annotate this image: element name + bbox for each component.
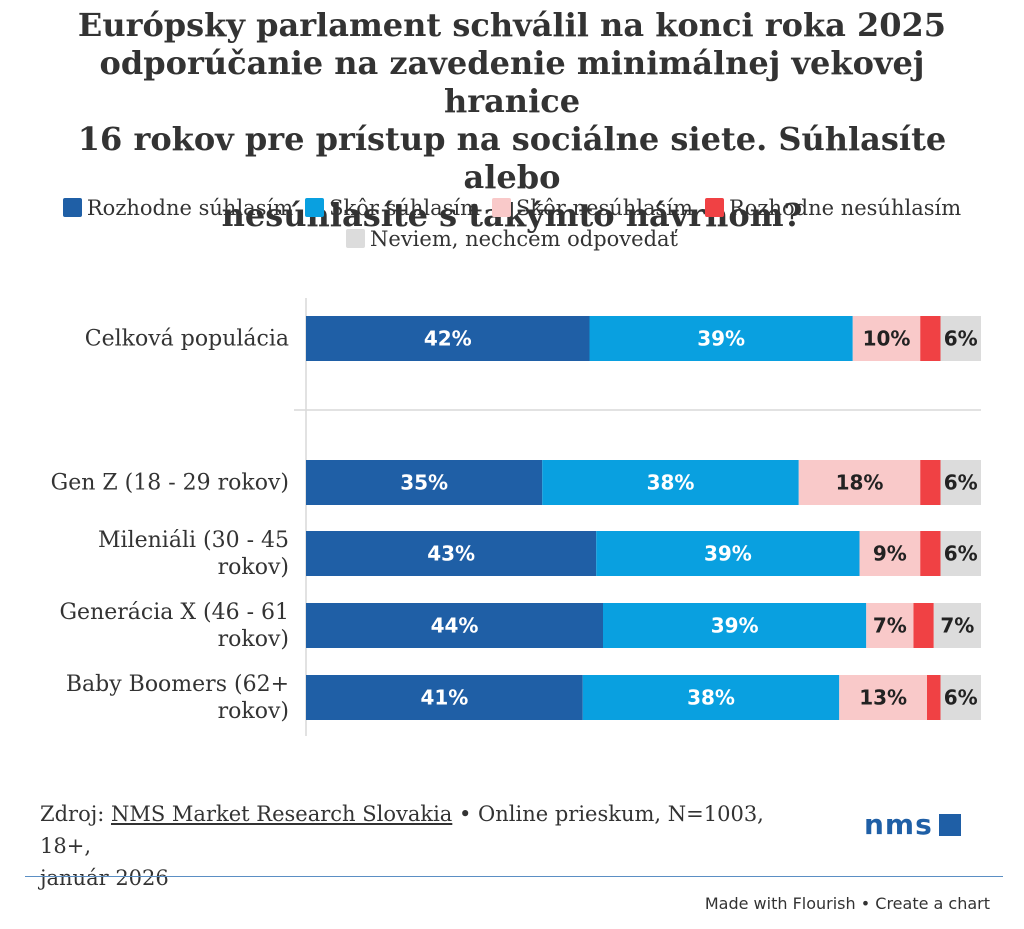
bar-segment: [839, 675, 927, 720]
bar-value-label: 6%: [944, 686, 978, 710]
legend-swatch: [346, 229, 366, 248]
legend-swatch: [62, 198, 82, 217]
bar-value-label: 43%: [427, 542, 475, 566]
legend-label: Skôr súhlasím: [329, 196, 481, 220]
flourish-footer: Made with Flourish • Create a chart: [705, 894, 990, 913]
legend-item[interactable]: Skôr súhlasím: [305, 193, 480, 224]
bar-segment: [940, 675, 981, 720]
legend-swatch: [305, 198, 325, 217]
bar-segment: [933, 603, 981, 648]
bar-value-label: 35%: [400, 471, 448, 495]
bar-value-label: 42%: [424, 327, 472, 351]
bar-segment: [306, 460, 543, 505]
bar-value-label: 18%: [836, 471, 884, 495]
bar-value-label: 9%: [873, 542, 907, 566]
category-label: Generácia X (46 - 61 rokov): [59, 600, 289, 652]
bar-segment: [940, 316, 981, 361]
bar-value-label: 6%: [944, 471, 978, 495]
made-with-flourish-link[interactable]: Made with Flourish: [704, 894, 856, 913]
nms-logo: nms: [864, 810, 961, 840]
bar-segment: [582, 675, 840, 720]
bar-segment: [920, 316, 941, 361]
bar-segment: [306, 316, 590, 361]
bar-value-label: 13%: [859, 686, 907, 710]
source-note: Zdroj: NMS Market Research Slovakia • On…: [40, 798, 810, 894]
chart-title-line: odporúčanie na zavedenie minimálnej veko…: [99, 44, 925, 120]
bar-value-label: 39%: [711, 614, 759, 638]
chart-legend: Rozhodne súhlasím Skôr súhlasím Skôr nesúh…: [20, 193, 1004, 255]
category-label: Gen Z (18 - 29 rokov): [51, 471, 289, 496]
bar-segment: [603, 603, 867, 648]
legend-item[interactable]: Neviem, nechcem odpovedať: [346, 224, 678, 255]
bar-segment: [940, 531, 981, 576]
bar-value-label: 44%: [431, 614, 479, 638]
category-label: Mileniáli (30 - 45 rokov): [98, 528, 289, 580]
legend-label: Skôr nesúhlasím: [516, 196, 693, 220]
bar-segment: [913, 603, 934, 648]
bar-segment: [927, 675, 941, 720]
nms-logo-square-icon: [938, 814, 961, 836]
legend-label: Rozhodne súhlasím: [86, 196, 294, 220]
footer-separator: •: [855, 894, 876, 913]
legend-item[interactable]: Rozhodne nesúhlasím: [704, 193, 962, 224]
bar-segment: [306, 675, 583, 720]
create-chart-link[interactable]: Create a chart: [875, 894, 990, 913]
bar-segment: [306, 531, 597, 576]
legend-swatch: [492, 198, 512, 217]
bar-segment: [542, 460, 799, 505]
bar-value-label: 39%: [704, 542, 752, 566]
category-label: Baby Boomers (62+ rokov): [66, 672, 289, 724]
bar-segment: [940, 460, 981, 505]
legend-label: Rozhodne nesúhlasím: [728, 196, 962, 220]
bar-segment: [798, 460, 921, 505]
footer-divider: [25, 876, 1003, 877]
source-date: január 2026: [40, 866, 169, 890]
bar-value-label: 41%: [420, 686, 468, 710]
source-link[interactable]: NMS Market Research Slovakia: [110, 802, 453, 826]
legend-swatch: [704, 198, 724, 217]
bar-value-label: 7%: [873, 614, 907, 638]
bar-segment: [859, 531, 921, 576]
bar-segment: [596, 531, 860, 576]
bar-segment: [306, 603, 603, 648]
chart-title-line: Európsky parlament schválil na konci rok…: [77, 6, 947, 44]
bar-segment: [920, 460, 941, 505]
bar-value-label: 7%: [940, 614, 974, 638]
bar-value-label: 6%: [944, 542, 978, 566]
bar-segment: [852, 316, 921, 361]
nms-logo-text: nms: [864, 808, 933, 841]
legend-item[interactable]: Skôr nesúhlasím: [492, 193, 693, 224]
bar-segment: [920, 531, 941, 576]
category-label: Celková populácia: [85, 327, 289, 352]
legend-label: Neviem, nechcem odpovedať: [370, 227, 678, 251]
bar-value-label: 38%: [647, 471, 695, 495]
source-suffix: • Online prieskum, N=1003, 18+,: [40, 802, 764, 858]
bar-value-label: 6%: [944, 327, 978, 351]
bar-value-label: 38%: [687, 686, 735, 710]
chart-title-line: 16 rokov pre prístup na sociálne siete. …: [77, 120, 947, 196]
bar-value-label: 10%: [863, 327, 911, 351]
bar-segment: [589, 316, 853, 361]
legend-item[interactable]: Rozhodne súhlasím: [62, 193, 294, 224]
bar-segment: [866, 603, 914, 648]
bar-value-label: 39%: [697, 327, 745, 351]
source-prefix: Zdroj:: [40, 802, 111, 826]
